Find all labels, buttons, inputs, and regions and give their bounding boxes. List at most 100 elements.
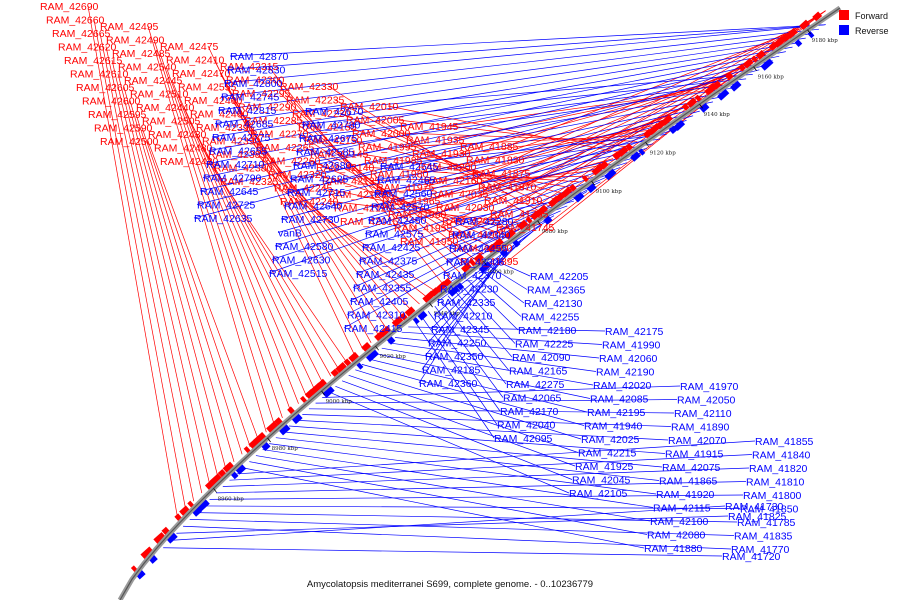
- leader-line: [273, 79, 453, 280]
- leader-line: [411, 129, 654, 161]
- leader-line: [373, 143, 654, 194]
- reverse-gene-label: RAM_41835: [734, 531, 793, 543]
- forward-gene: [799, 19, 810, 31]
- reverse-gene-label: RAM_42830: [227, 65, 286, 77]
- forward-gene: [179, 505, 190, 516]
- reverse-gene-label: RAM_42570: [371, 202, 430, 214]
- reverse-gene-label: RAM_41920: [656, 489, 715, 501]
- forward-gene-label: RAM_42385: [208, 149, 267, 161]
- leader-line: [434, 305, 504, 398]
- tick-mark: [429, 302, 433, 308]
- forward-gene-label: RAM_41910: [484, 195, 543, 207]
- forward-gene-label: RAM_41980: [370, 169, 429, 181]
- reverse-gene: [148, 554, 158, 564]
- leader-line: [242, 467, 645, 549]
- reverse-gene-label: RAM_42640: [284, 201, 343, 213]
- forward-gene: [153, 532, 166, 544]
- leader-line: [141, 127, 251, 447]
- forward-gene: [617, 145, 629, 158]
- forward-gene-label: RAM_41875: [472, 168, 531, 180]
- reverse-gene-label: RAM_42815: [218, 105, 277, 117]
- reverse-gene-label: RAM_41925: [575, 461, 634, 473]
- reverse-gene-label: RAM_41880: [644, 543, 703, 555]
- reverse-gene-label: RAM_42370: [443, 270, 502, 282]
- leader-line: [543, 10, 826, 228]
- forward-gene-label: RAM_42240: [280, 196, 339, 208]
- reverse-gene-label: RAM_42585: [296, 147, 355, 159]
- forward-gene-label: RAM_42150: [304, 135, 363, 147]
- reverse-gene-label: RAM_41785: [737, 517, 796, 529]
- leader-line: [295, 419, 669, 441]
- reverse-gene: [166, 532, 178, 544]
- forward-gene-label: RAM_42475: [160, 41, 219, 53]
- tick-mark: [213, 488, 217, 493]
- reverse-gene-label: RAM_42280: [455, 216, 514, 228]
- reverse-gene: [638, 148, 646, 156]
- tick-label: 9100 kbp: [596, 189, 623, 195]
- reverse-gene-label: RAM_42360: [419, 378, 478, 390]
- reverse-gene-label: RAM_42215: [578, 448, 637, 460]
- forward-gene: [140, 546, 154, 560]
- tick-mark: [321, 390, 325, 396]
- leader-line: [283, 106, 707, 206]
- reverse-gene-label: RAM_42190: [596, 367, 655, 379]
- reverse-gene-label: RAM_41840: [752, 450, 811, 462]
- legend-reverse-swatch: [839, 25, 849, 35]
- reverse-gene-label: RAM_42080: [647, 530, 706, 542]
- forward-gene-label: RAM_42005: [346, 115, 405, 127]
- forward-gene-label: RAM_42605: [76, 82, 135, 94]
- leader-line: [363, 166, 581, 183]
- legend-forward-label: Forward: [855, 11, 888, 21]
- forward-gene: [625, 143, 634, 151]
- reverse-gene-label: RAM_42580: [275, 241, 334, 253]
- leader-line: [467, 280, 519, 331]
- reverse-gene-label: RAM_41915: [665, 449, 724, 461]
- forward-gene-label: RAM_42660: [46, 15, 105, 27]
- leader-line: [349, 181, 601, 302]
- leader-line: [205, 51, 786, 165]
- forward-gene-label: RAM_42315: [220, 61, 279, 73]
- reverse-gene: [235, 464, 247, 475]
- forward-gene-label: RAM_41745: [496, 222, 555, 234]
- reverse-gene-label: RAM_42685: [215, 119, 274, 131]
- reverse-gene-label: RAM_42110: [674, 408, 732, 420]
- forward-gene: [773, 36, 786, 48]
- leader-line: [328, 391, 570, 494]
- leader-line: [231, 99, 388, 330]
- reverse-gene-label: RAM_42415: [344, 323, 403, 335]
- tick-mark: [699, 103, 703, 109]
- forward-gene: [517, 219, 529, 231]
- tick-label: 9120 kbp: [650, 150, 677, 156]
- forward-gene-label: RAM_42010: [340, 101, 399, 113]
- reverse-gene-label: RAM_42105: [569, 488, 628, 500]
- forward-gene: [812, 11, 823, 22]
- reverse-gene: [699, 102, 710, 113]
- leader-line: [474, 275, 522, 317]
- tick-label: 9160 kbp: [758, 75, 785, 81]
- reverse-gene-label: RAM_42365: [527, 285, 586, 297]
- leader-line: [355, 369, 582, 440]
- reverse-gene-label: RAM_42710: [206, 159, 265, 171]
- leader-line: [286, 101, 714, 193]
- reverse-gene-label: RAM_42725: [197, 200, 256, 212]
- reverse-gene: [573, 191, 585, 203]
- forward-gene: [469, 259, 477, 267]
- leader-line: [207, 160, 348, 363]
- tick-label: 9060 kbp: [488, 269, 515, 275]
- reverse-gene: [499, 248, 509, 258]
- leader-line: [93, 19, 187, 510]
- reverse-gene-label: RAM_42455: [449, 243, 508, 255]
- reverse-gene-label: RAM_42210: [434, 311, 493, 323]
- leader-line: [220, 28, 820, 97]
- forward-gene: [391, 315, 404, 328]
- forward-gene: [404, 306, 416, 317]
- forward-gene: [755, 49, 766, 60]
- leader-line: [388, 342, 597, 372]
- reverse-gene-label: RAM_41800: [743, 490, 802, 502]
- tick-mark: [591, 180, 595, 186]
- leader-line: [513, 23, 807, 160]
- forward-gene: [473, 253, 484, 263]
- reverse-gene-label: RAM_42340: [452, 230, 511, 242]
- tick-label: 9020 kbp: [380, 354, 407, 360]
- forward-gene-label: RAM_42620: [58, 42, 117, 54]
